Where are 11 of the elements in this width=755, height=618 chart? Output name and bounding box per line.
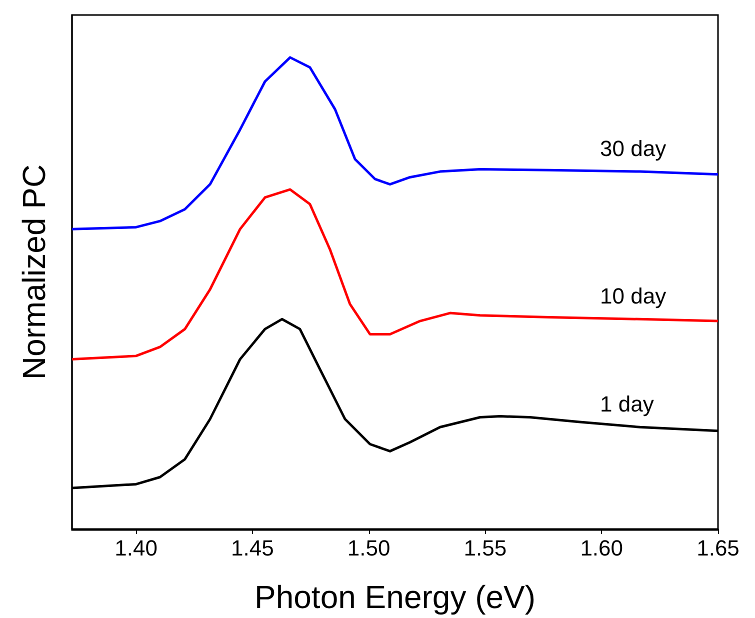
- series-label: 30 day: [600, 136, 666, 162]
- x-tick-label: 1.40: [114, 536, 158, 560]
- series-label: 10 day: [600, 284, 666, 309]
- x-tick-label: 1.60: [580, 536, 624, 560]
- y-axis-title: Normalized PC: [16, 164, 52, 380]
- x-tick-label: 1.50: [347, 536, 390, 560]
- series-label: 1 day: [600, 392, 654, 417]
- x-tick-label: 1.55: [464, 536, 507, 560]
- x-tick-label: 1.65: [696, 536, 740, 560]
- x-axis-title: Photon Energy (eV): [254, 579, 536, 615]
- x-tick-label: 1.45: [231, 536, 274, 560]
